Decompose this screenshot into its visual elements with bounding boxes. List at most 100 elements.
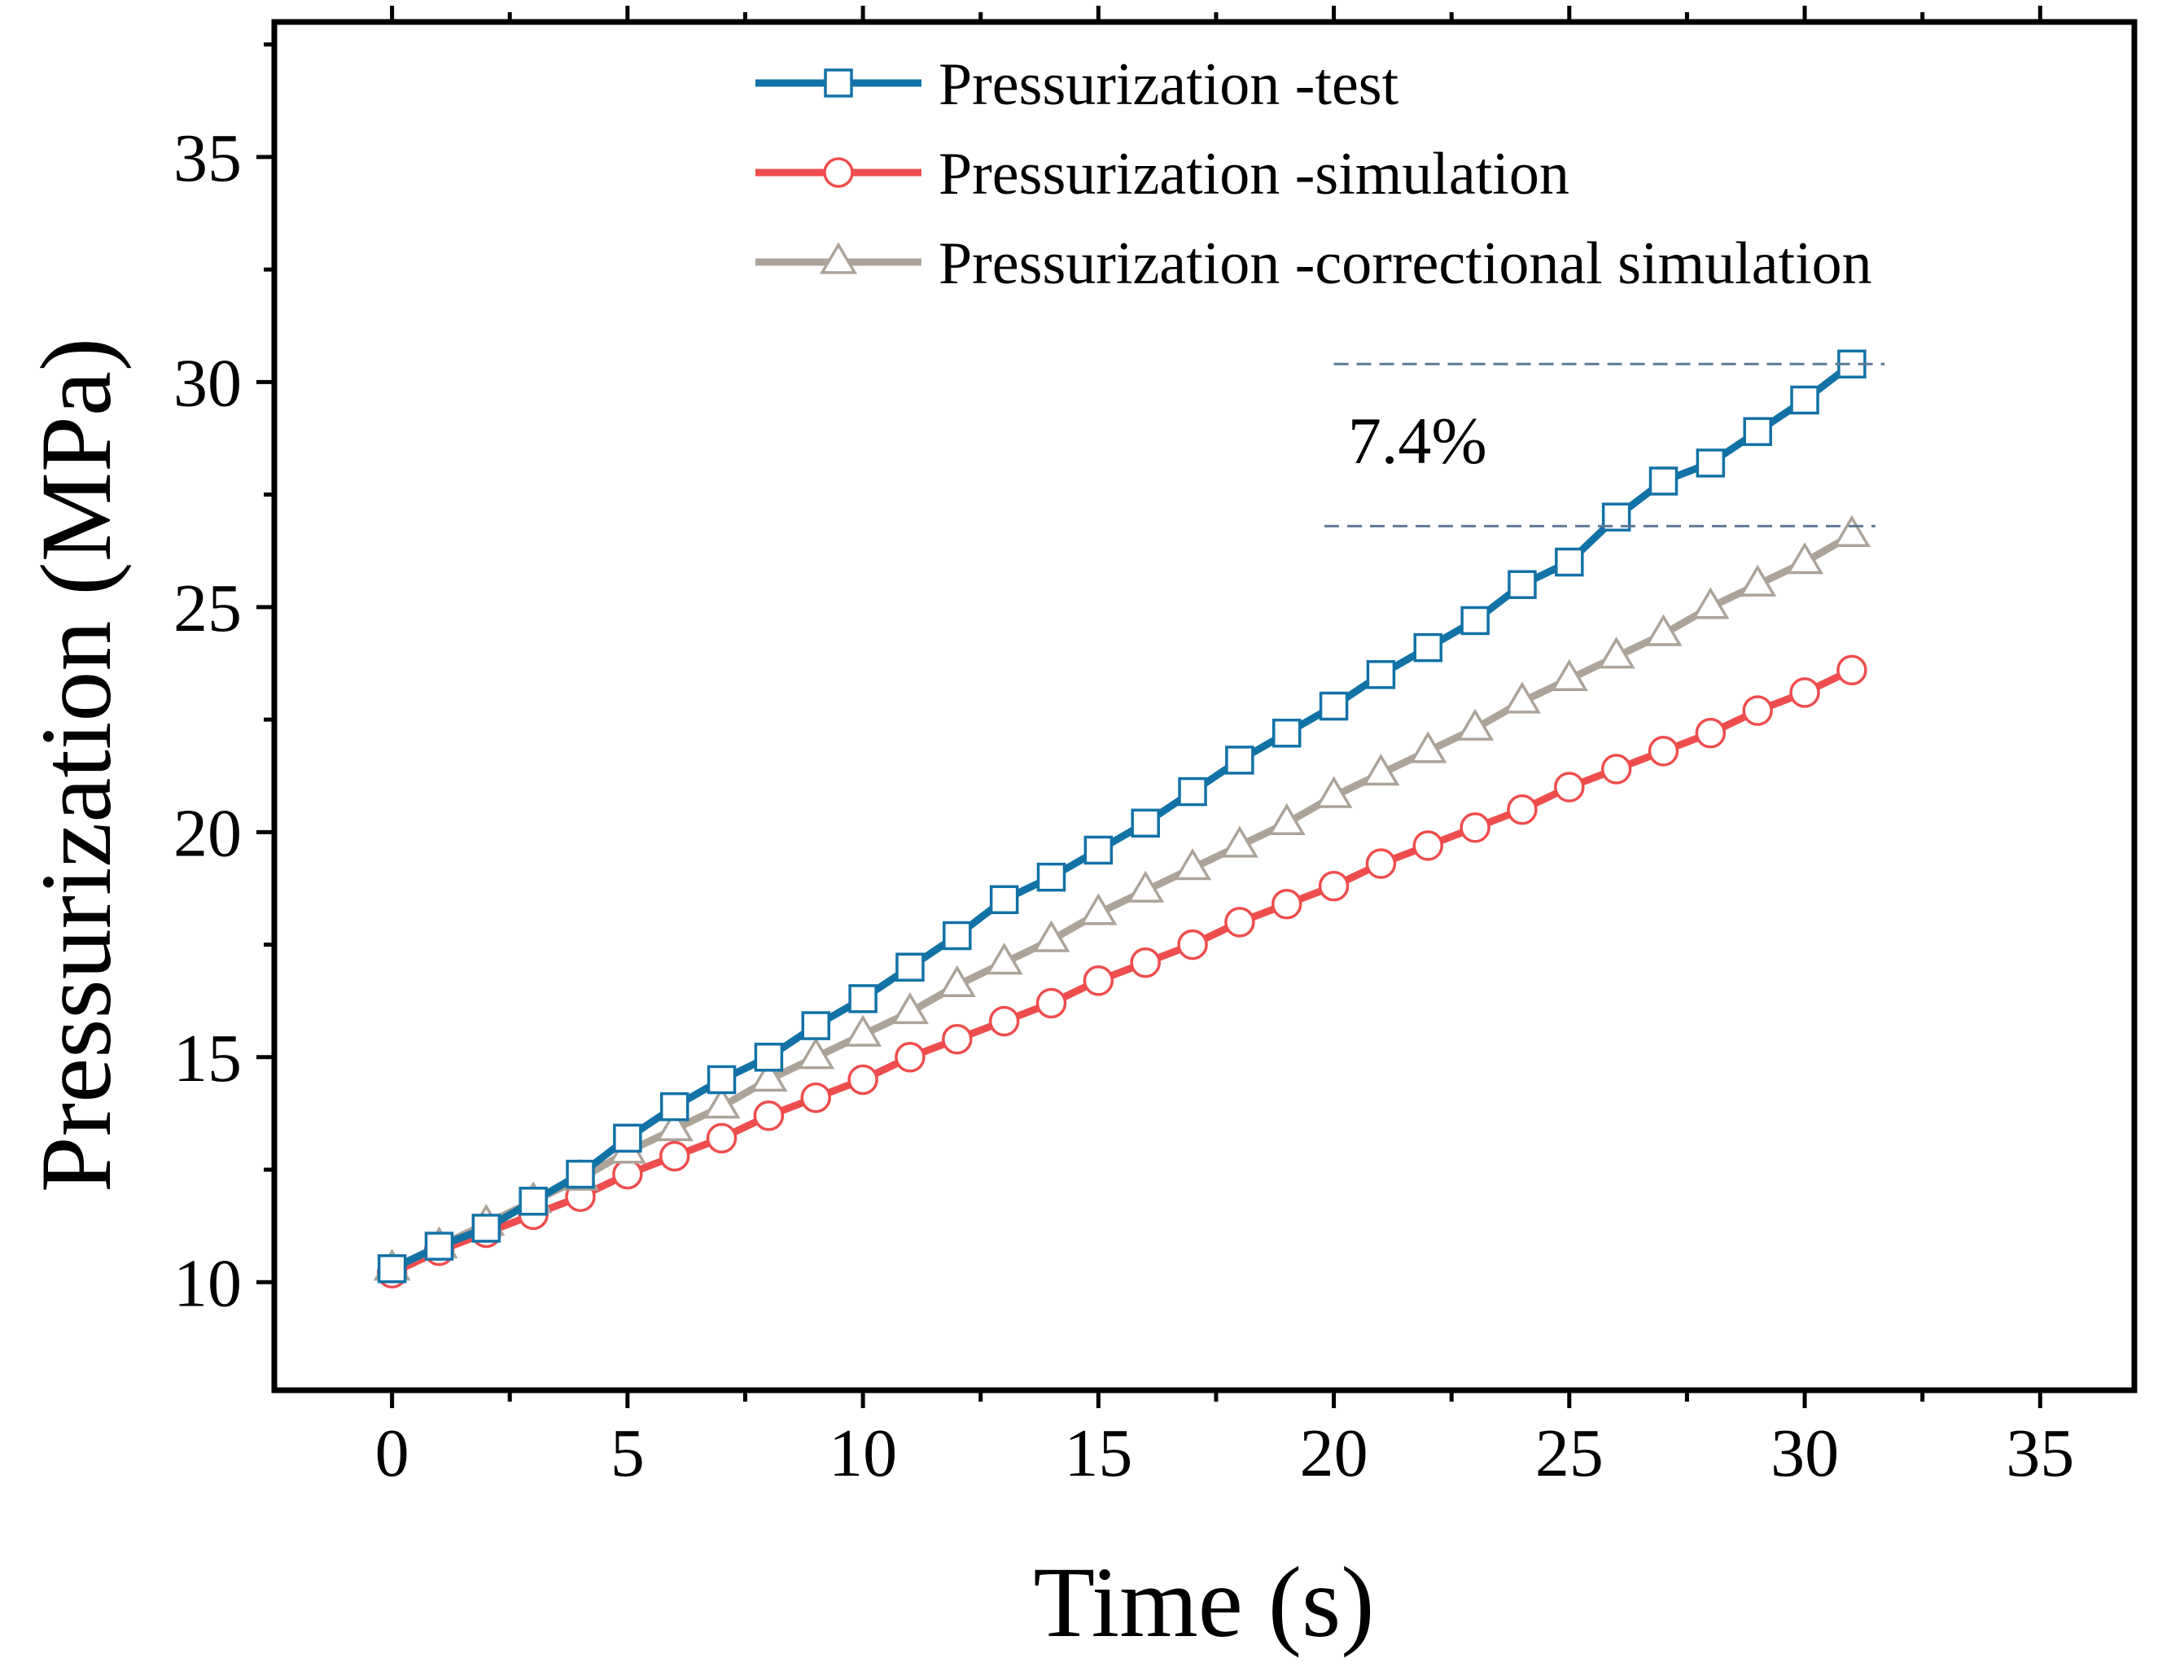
data-point (1743, 417, 1772, 446)
data-point (1460, 606, 1490, 636)
data-point (1365, 848, 1397, 879)
data-point (1035, 987, 1067, 1019)
data-point (1456, 708, 1495, 741)
annotation-label: 7.4% (1348, 404, 1487, 478)
data-point (1366, 660, 1396, 689)
data-point (1178, 777, 1207, 807)
y-tick-label: 30 (173, 345, 242, 421)
data-point (1550, 658, 1588, 691)
data-point (797, 1037, 835, 1070)
legend-marker (823, 157, 854, 188)
data-point (753, 1100, 785, 1131)
data-point (1413, 632, 1443, 663)
data-point (1460, 812, 1490, 843)
data-point (800, 1082, 832, 1113)
series-square (377, 349, 1867, 1284)
data-point (1036, 862, 1066, 892)
data-point (1079, 893, 1118, 925)
data-point (702, 1087, 741, 1119)
data-point (612, 1158, 643, 1190)
data-point (519, 1187, 548, 1216)
data-point (1597, 637, 1635, 669)
data-point (1225, 746, 1254, 775)
data-point (659, 1140, 690, 1172)
x-tick-label: 35 (2006, 1415, 2074, 1491)
data-point (1409, 731, 1447, 763)
legend-marker (819, 242, 858, 274)
data-point (1832, 514, 1871, 548)
y-tick-label: 35 (173, 120, 242, 196)
data-point (942, 1023, 973, 1055)
data-point (1362, 753, 1400, 786)
data-point (1695, 717, 1727, 749)
legend-item: Pressurization -simulation (755, 141, 1569, 208)
data-point (1696, 448, 1726, 478)
data-point (377, 1253, 407, 1284)
data-point (1173, 848, 1212, 881)
data-point (754, 1043, 784, 1072)
x-tick-label: 10 (829, 1415, 897, 1491)
y-axis-ticks: 10 15 20 25 30 35 (173, 42, 274, 1321)
data-point (706, 1122, 737, 1154)
data-point (943, 921, 972, 951)
data-point (891, 991, 930, 1025)
x-tick-label: 25 (1535, 1415, 1604, 1491)
data-point (1083, 835, 1114, 865)
data-point (989, 885, 1019, 915)
x-tick-label: 0 (375, 1415, 409, 1491)
y-axis-title: Pressurization (MPa) (20, 338, 132, 1192)
y-tick-label: 10 (173, 1245, 242, 1321)
data-point (988, 1005, 1020, 1037)
legend-label: Pressurization -test (939, 51, 1399, 118)
annotation-layer: 7.4% (1324, 362, 1885, 527)
data-point (1742, 695, 1773, 726)
data-point (1318, 870, 1350, 902)
legend-item: Pressurization -test (755, 51, 1399, 118)
y-tick-label: 15 (173, 1021, 242, 1096)
data-point (1177, 929, 1208, 960)
data-point (985, 943, 1023, 975)
data-point (1130, 947, 1161, 978)
data-point (613, 1123, 642, 1153)
data-point (1600, 754, 1632, 785)
data-point (1644, 614, 1683, 646)
data-point (1271, 889, 1302, 920)
data-point (1692, 587, 1730, 619)
data-point (847, 1064, 878, 1096)
legend-item: Pressurization -correctional simulation (755, 230, 1872, 297)
data-point (1412, 830, 1444, 861)
data-point (1220, 825, 1258, 858)
data-point (1789, 677, 1820, 708)
legend-marker (824, 68, 853, 98)
data-point (1786, 542, 1824, 575)
data-point (1836, 654, 1867, 686)
data-point (1319, 691, 1349, 721)
x-tick-label: 15 (1064, 1415, 1132, 1491)
data-point (844, 1014, 882, 1047)
data-point (471, 1214, 501, 1243)
data-point (655, 1109, 694, 1141)
data-point (566, 1159, 595, 1189)
data-point (424, 1232, 454, 1261)
data-point (1224, 907, 1255, 938)
data-point (801, 1011, 831, 1040)
data-point (707, 1065, 737, 1095)
y-tick-label: 25 (173, 571, 242, 646)
x-tick-label: 5 (611, 1415, 645, 1491)
data-point (1315, 776, 1353, 808)
series-layer (373, 349, 1871, 1288)
data-point (1555, 547, 1584, 577)
data-point (1508, 570, 1537, 599)
data-point (1554, 772, 1585, 803)
data-point (659, 1092, 689, 1122)
data-point (1790, 385, 1819, 415)
data-point (895, 952, 925, 982)
data-point (1127, 870, 1165, 903)
data-point (1503, 681, 1542, 714)
data-point (1271, 718, 1302, 748)
x-axis-ticks: 0 5 10 15 20 25 30 35 (375, 6, 2074, 1491)
data-point (1083, 965, 1114, 996)
x-axis-title: Time (s) (1033, 1547, 1374, 1658)
data-point (1648, 466, 1678, 496)
